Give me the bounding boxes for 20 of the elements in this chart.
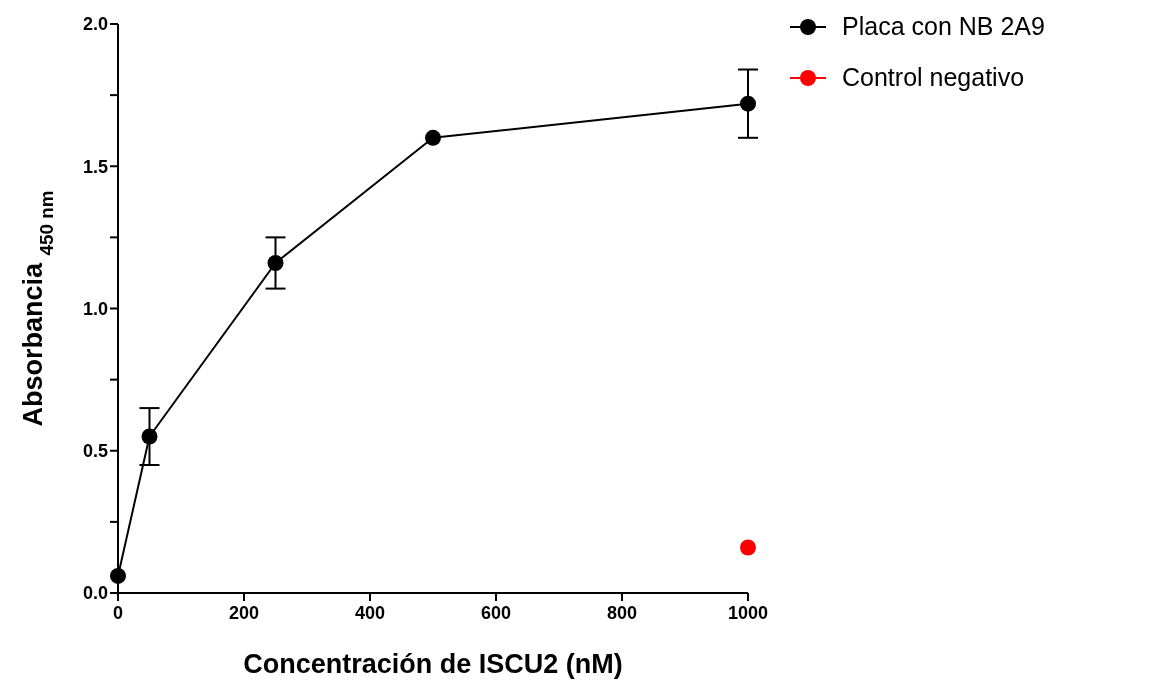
x-axis-title: Concentración de ISCU2 (nM)	[243, 649, 623, 679]
x-tick-label: 0	[112, 603, 124, 623]
point	[740, 539, 756, 556]
y-tick-label: 1.5	[82, 156, 108, 177]
legend-label: Placa con NB 2A9	[842, 12, 1045, 41]
y-tick-label: 1.0	[82, 298, 108, 319]
x-tick-label: 200	[228, 603, 260, 623]
point	[425, 129, 441, 146]
point	[267, 254, 284, 271]
y-tick-label: 0.5	[82, 441, 108, 462]
x-tick-label: 800	[606, 603, 638, 623]
x-tick-label: 400	[354, 603, 386, 623]
legend-label: Control negativo	[842, 63, 1025, 92]
x-tick-label: 1000	[727, 603, 769, 623]
x-tick-label: 600	[480, 603, 512, 623]
point	[110, 567, 126, 584]
y-tick-label: 0.0	[82, 583, 108, 604]
point	[141, 428, 158, 445]
y-tick-label: 2.0	[82, 14, 108, 35]
point	[740, 95, 756, 112]
